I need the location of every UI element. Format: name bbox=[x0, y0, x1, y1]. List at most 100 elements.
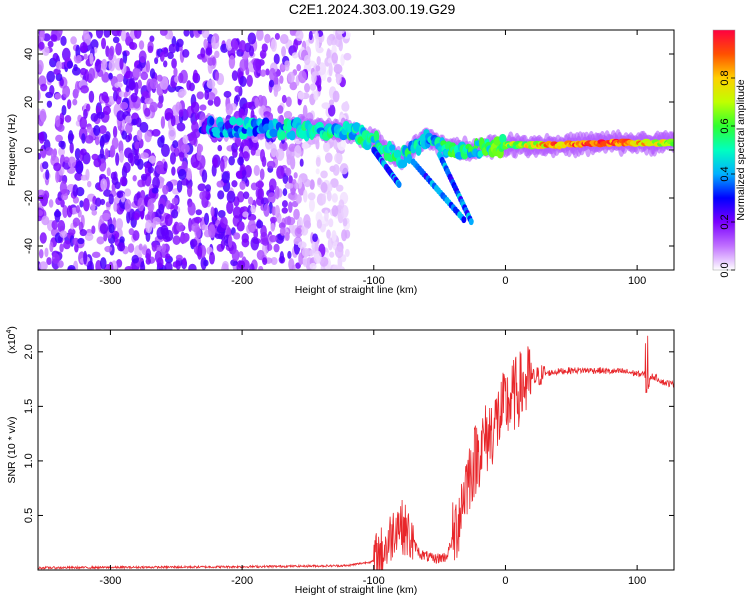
noise-speck bbox=[93, 158, 102, 168]
noise-speck bbox=[104, 245, 113, 253]
noise-speck bbox=[103, 95, 110, 104]
noise-speck bbox=[87, 180, 92, 188]
noise-speck bbox=[113, 90, 118, 102]
noise-speck bbox=[288, 201, 293, 213]
noise-speck bbox=[297, 98, 302, 106]
noise-speck bbox=[328, 99, 335, 106]
noise-speck bbox=[279, 34, 289, 45]
noise-speck bbox=[197, 183, 207, 192]
noise-speck bbox=[38, 131, 45, 144]
x-tick-label: 100 bbox=[628, 575, 646, 587]
noise-speck bbox=[336, 30, 346, 35]
noise-speck bbox=[288, 191, 298, 201]
noise-speck bbox=[233, 232, 241, 240]
noise-speck bbox=[47, 40, 54, 48]
noise-speck bbox=[281, 207, 288, 214]
noise-speck bbox=[99, 257, 107, 270]
noise-speck bbox=[158, 93, 164, 104]
noise-speck bbox=[270, 257, 278, 265]
noise-speck bbox=[203, 259, 209, 267]
noise-speck bbox=[171, 197, 179, 205]
noise-speck bbox=[156, 74, 163, 82]
ridge-core bbox=[235, 117, 244, 126]
noise-speck bbox=[286, 154, 292, 166]
noise-speck bbox=[170, 115, 176, 127]
noise-speck bbox=[154, 250, 163, 264]
snr-frame bbox=[37, 329, 675, 571]
noise-speck bbox=[331, 193, 338, 203]
noise-speck bbox=[309, 262, 317, 270]
noise-speck bbox=[85, 103, 91, 112]
noise-speck bbox=[67, 266, 74, 270]
noise-speck bbox=[203, 38, 208, 49]
noise-speck bbox=[242, 211, 249, 218]
noise-speck bbox=[343, 52, 352, 61]
noise-speck bbox=[103, 30, 111, 38]
noise-speck bbox=[274, 186, 280, 200]
noise-speck bbox=[38, 152, 42, 160]
spectrogram-x-label: Height of straight line (km) bbox=[295, 284, 418, 296]
noise-speck bbox=[84, 134, 94, 144]
noise-speck bbox=[139, 121, 149, 133]
noise-speck bbox=[151, 187, 159, 194]
noise-speck bbox=[159, 30, 168, 36]
noise-speck bbox=[140, 96, 146, 104]
noise-speck bbox=[195, 112, 200, 121]
noise-speck bbox=[315, 168, 320, 175]
noise-speck bbox=[217, 144, 223, 152]
noise-speck bbox=[172, 261, 180, 268]
noise-speck bbox=[68, 228, 76, 236]
noise-speck bbox=[247, 32, 257, 45]
noise-speck bbox=[247, 219, 257, 233]
noise-speck bbox=[296, 227, 302, 235]
noise-speck bbox=[295, 30, 304, 42]
noise-speck bbox=[53, 210, 62, 218]
noise-speck bbox=[216, 180, 225, 188]
noise-speck bbox=[220, 239, 226, 250]
noise-speck bbox=[234, 85, 241, 93]
noise-speck bbox=[324, 209, 329, 222]
ridge-core bbox=[670, 141, 674, 147]
noise-speck bbox=[99, 147, 105, 159]
noise-speck bbox=[98, 125, 107, 135]
noise-speck bbox=[238, 251, 244, 258]
noise-speck bbox=[39, 232, 47, 244]
noise-speck bbox=[72, 98, 78, 106]
noise-speck bbox=[223, 90, 232, 98]
noise-speck bbox=[322, 141, 331, 153]
noise-speck bbox=[93, 124, 101, 137]
noise-speck bbox=[161, 143, 170, 157]
noise-speck bbox=[138, 50, 147, 63]
noise-speck bbox=[192, 69, 199, 83]
ridge-core bbox=[231, 118, 238, 125]
noise-speck bbox=[116, 73, 124, 83]
noise-speck bbox=[152, 176, 160, 190]
noise-speck bbox=[94, 136, 100, 146]
noise-speck bbox=[327, 104, 336, 117]
noise-speck bbox=[257, 187, 265, 200]
noise-speck bbox=[189, 238, 198, 248]
noise-speck bbox=[266, 243, 273, 251]
noise-speck bbox=[132, 175, 137, 182]
noise-speck bbox=[38, 41, 45, 50]
spectrogram-x-axis: -300 -200 -100 0 100 bbox=[99, 30, 646, 287]
noise-speck bbox=[273, 87, 279, 97]
colorbar-tick-label: 0.6 bbox=[719, 118, 731, 133]
noise-speck bbox=[179, 234, 188, 244]
ridge-core bbox=[352, 122, 361, 132]
noise-speck bbox=[226, 190, 236, 204]
noise-speck bbox=[253, 164, 260, 176]
noise-speck bbox=[283, 110, 293, 120]
noise-speck bbox=[80, 148, 87, 156]
noise-speck bbox=[62, 85, 71, 98]
noise-speck bbox=[245, 67, 250, 76]
noise-speck bbox=[326, 190, 332, 202]
noise-speck bbox=[85, 168, 90, 181]
noise-speck bbox=[95, 197, 102, 207]
noise-speck bbox=[214, 50, 220, 59]
noise-speck bbox=[342, 217, 348, 227]
noise-speck bbox=[338, 39, 343, 52]
colorbar-tick-label: 0.2 bbox=[719, 214, 731, 229]
noise-speck bbox=[267, 192, 276, 204]
noise-speck bbox=[293, 39, 299, 52]
